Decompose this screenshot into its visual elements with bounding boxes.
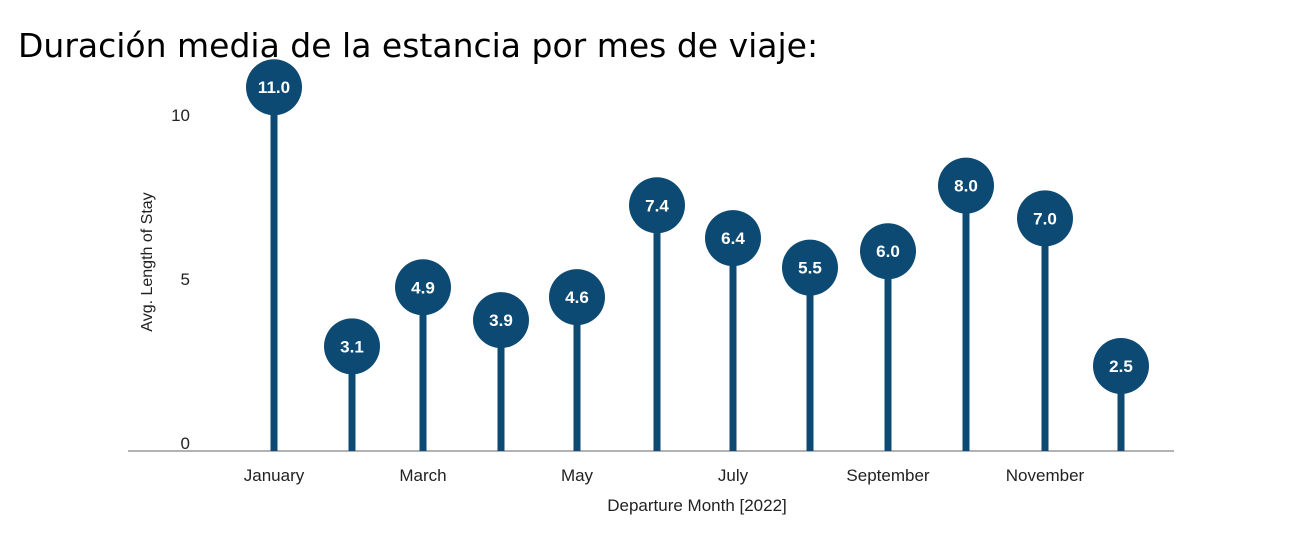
data-label: 4.9 [411,278,435,297]
data-label: 3.1 [340,337,364,356]
head-april [473,292,529,349]
y-axis-ticks: 0 5 10 [171,106,190,453]
y-tick-label: 10 [171,106,190,125]
y-axis-label: Avg. Length of Stay [139,192,156,331]
data-label: 2.5 [1109,357,1133,376]
stem-march [419,287,427,451]
data-label: 6.4 [721,229,745,248]
stem-august [806,267,814,451]
stem-april [497,320,505,451]
head-july [705,210,761,267]
stem-september [884,251,892,451]
head-january [246,59,302,116]
x-axis-ticks: January March May July September November [244,466,1085,485]
head-december [1093,338,1149,394]
stem-july [729,238,737,451]
data-label: 11.0 [258,78,290,97]
head-october [938,157,994,214]
lollipop-stems [270,87,1125,451]
stem-january [270,87,278,451]
stem-june [653,205,661,451]
data-label: 3.9 [489,311,513,330]
data-label: 5.5 [798,259,822,278]
head-november [1017,190,1073,247]
stem-december [1117,366,1125,451]
lollipop-heads: 11.0 3.1 4.9 3.9 4.6 7.4 6.4 5.5 6.0 8.0 7.0 2.5 [246,59,1149,394]
head-august [782,239,838,296]
head-march [395,259,451,316]
stem-october [962,185,970,451]
x-tick-label: March [399,466,446,485]
data-label: 7.0 [1033,209,1057,228]
x-tick-label: November [1006,466,1085,485]
page-title: Duración media de la estancia por mes de… [18,26,819,65]
data-label: 6.0 [876,242,900,261]
head-september [860,223,916,280]
head-february [324,318,380,375]
data-label: 8.0 [954,177,978,196]
y-tick-label: 0 [181,434,190,453]
stem-november [1041,218,1049,451]
x-axis-label: Departure Month [2022] [607,496,787,515]
y-tick-label: 5 [181,270,190,289]
head-may [549,269,605,326]
stem-may [573,297,581,451]
x-tick-label: September [846,466,929,485]
x-tick-label: May [561,466,594,485]
x-tick-label: July [718,466,749,485]
data-label: 7.4 [645,196,669,215]
data-label: 4.6 [565,288,589,307]
head-june [629,177,685,234]
stem-february [348,346,356,451]
x-tick-label: January [244,466,305,485]
